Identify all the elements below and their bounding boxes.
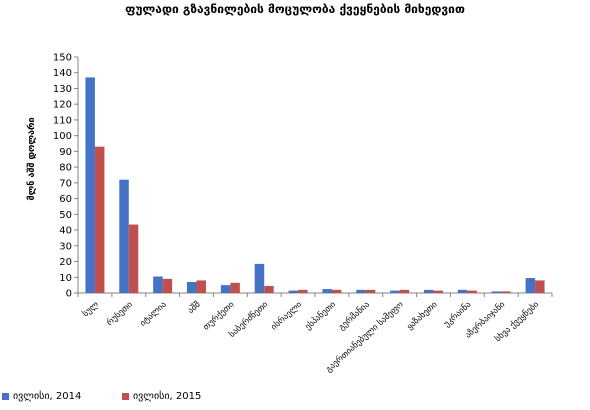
- y-tick-label: 100: [53, 131, 72, 142]
- x-tick-label: ყაზახეთი: [404, 299, 439, 332]
- y-tick-label: 150: [53, 53, 72, 64]
- chart-title: ფულადი გზავნილების მოცულობა ქვეყნების მი…: [125, 2, 465, 16]
- bar: [399, 289, 410, 293]
- legend-label-series-1: ივლისი, 2014: [13, 391, 82, 402]
- bar: [433, 290, 443, 293]
- legend-swatch-series-2: [122, 393, 129, 400]
- bar: [128, 224, 139, 293]
- bar: [254, 263, 265, 293]
- y-tick-label: 60: [59, 194, 72, 205]
- bar: [264, 285, 274, 293]
- x-tick-label: აშშ: [185, 299, 202, 316]
- bar: [288, 290, 299, 293]
- y-tick-label: 40: [59, 226, 72, 237]
- bar: [491, 291, 502, 293]
- bar: [298, 289, 308, 293]
- y-tick-label: 50: [59, 210, 72, 221]
- x-tick-label: უკრაინა: [441, 299, 473, 329]
- y-tick-label: 80: [59, 163, 72, 174]
- legend-swatch-series-1: [2, 393, 9, 400]
- x-tick-label: თურქეთი: [201, 299, 237, 333]
- y-tick-label: 10: [59, 273, 72, 284]
- bar: [153, 276, 163, 293]
- bar: [501, 291, 511, 293]
- legend-item-series-1: ივლისი, 2014: [2, 391, 81, 402]
- bar: [196, 280, 206, 293]
- bar: [424, 289, 434, 293]
- bar-chart: 0 10 20 30 40 50 60 70 80 90 100 110 120 130 140 150 სულ…: [53, 53, 553, 375]
- bar: [457, 289, 468, 293]
- legend: ივლისი, 2014 ივლისი, 2015: [0, 391, 590, 409]
- y-tick-label: 0: [66, 289, 72, 300]
- x-tick-label: რუსეთი: [104, 299, 135, 328]
- y-tick-label: 120: [53, 100, 72, 111]
- bar: [220, 285, 231, 293]
- bar: [187, 281, 197, 293]
- y-tick-label: 140: [53, 68, 72, 79]
- bar: [85, 77, 95, 293]
- bar: [119, 179, 129, 293]
- y-tick-label: 110: [53, 115, 72, 126]
- bar: [525, 278, 536, 293]
- y-tick-label: 20: [59, 257, 72, 268]
- y-tick-label: 90: [59, 147, 72, 158]
- bar: [535, 280, 545, 293]
- x-tick-label: ესპანეთი: [303, 299, 338, 332]
- bar: [162, 278, 173, 293]
- y-tick-label: 30: [59, 241, 72, 252]
- x-tick-label: ისრაელი: [269, 299, 304, 332]
- bar: [390, 290, 400, 293]
- bar: [365, 289, 376, 293]
- bar: [230, 282, 240, 293]
- bar: [331, 289, 342, 293]
- bar: [356, 289, 366, 293]
- bar: [94, 146, 105, 293]
- legend-label-series-2: ივლისი, 2015: [133, 391, 202, 402]
- x-tick-label: იტალია: [138, 300, 169, 329]
- bar: [322, 289, 332, 293]
- y-tick-label: 130: [53, 84, 72, 95]
- bar: [467, 290, 477, 293]
- x-tick-label: სულ: [80, 299, 101, 319]
- y-tick-label: 70: [59, 178, 72, 189]
- x-tick-label: გერმანია: [336, 299, 372, 333]
- legend-item-series-2: ივლისი, 2015: [122, 391, 201, 402]
